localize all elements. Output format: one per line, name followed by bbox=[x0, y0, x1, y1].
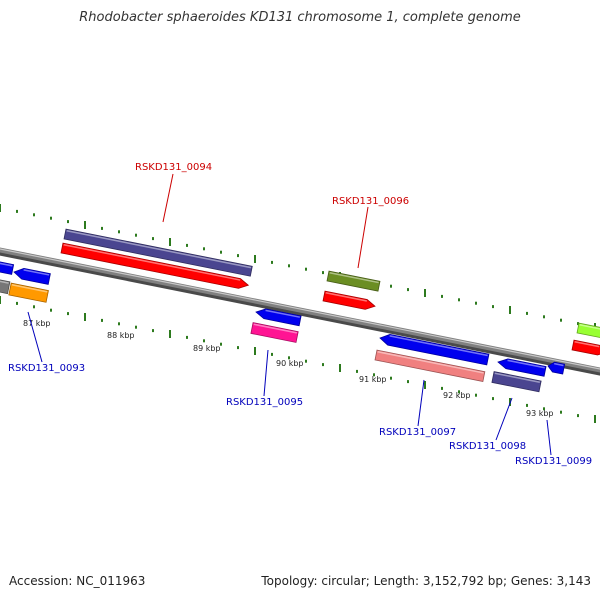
gene-RSKD131_0094-purple bbox=[63, 228, 253, 277]
gene-RSKD131_0097-blue bbox=[379, 333, 490, 366]
tick-label: 87 kbp bbox=[23, 319, 51, 328]
gene-RSKD131_0096-olive bbox=[326, 270, 381, 292]
gene-lime-right-edge bbox=[576, 322, 600, 340]
gene-arrow-highlight bbox=[0, 262, 13, 267]
gene-RSKD131_0094-red bbox=[60, 242, 250, 289]
backbone-highlight bbox=[0, 248, 600, 370]
tick-label: 91 kbp bbox=[359, 375, 387, 384]
gene-arrow-highlight bbox=[63, 244, 241, 281]
genome-summary-text: Topology: circular; Length: 3,152,792 bp… bbox=[261, 574, 591, 588]
tick-labels: 87 kbp 88 kbp 89 kbp 90 kbp 91 kbp 92 kbp 93 k… bbox=[23, 319, 554, 418]
gene-arrow-body bbox=[379, 333, 490, 366]
tick-label: 89 kbp bbox=[193, 344, 221, 353]
gene-arrow-highlight bbox=[329, 272, 379, 284]
gene-arrow-highlight bbox=[66, 230, 252, 269]
gene-arrow-highlight bbox=[11, 284, 48, 293]
tick-label: 88 kbp bbox=[107, 331, 135, 340]
gene-arrow-body bbox=[374, 349, 486, 382]
gene-arrow-highlight bbox=[579, 324, 600, 331]
gene-RSKD131_0096-red bbox=[322, 290, 376, 310]
gene-label-leader bbox=[546, 419, 552, 456]
gene-arrow-highlight bbox=[574, 341, 600, 348]
gene-label-leader bbox=[27, 311, 43, 363]
gene-labels: RSKD131_0093 RSKD131_0094 RSKD131_0095 RSKD… bbox=[8, 162, 592, 467]
gene-arrow-highlight bbox=[494, 372, 541, 384]
gene-RSKD131_0099-blue bbox=[547, 361, 566, 375]
gene-arrow-highlight bbox=[253, 323, 298, 334]
gene-RSKD131_0095-blue bbox=[255, 308, 302, 327]
gene-label-RSKD131_0097[interactable]: RSKD131_0097 bbox=[379, 427, 456, 438]
gene-blue-left-edge-a bbox=[0, 260, 15, 275]
gene-red-right-edge bbox=[571, 339, 600, 356]
gene-label-RSKD131_0098[interactable]: RSKD131_0098 bbox=[449, 441, 526, 452]
gene-label-leader bbox=[263, 349, 269, 397]
gene-arrow-body bbox=[322, 290, 376, 310]
gene-arrow-highlight bbox=[23, 269, 50, 276]
gene-arrow-body bbox=[326, 270, 381, 292]
gene-RSKD131_0095-pink bbox=[250, 322, 299, 343]
gene-arrow-body bbox=[8, 282, 49, 303]
gene-label-RSKD131_0099[interactable]: RSKD131_0099 bbox=[515, 456, 592, 467]
gene-label-RSKD131_0093[interactable]: RSKD131_0093 bbox=[8, 363, 85, 374]
gene-label-RSKD131_0094[interactable]: RSKD131_0094 bbox=[135, 162, 212, 173]
gene-RSKD131_0098-purple bbox=[491, 371, 542, 393]
gene-label-leader bbox=[162, 173, 174, 223]
gene-arrow-highlight bbox=[507, 359, 545, 369]
gene-arrow-highlight bbox=[265, 309, 300, 318]
tick-label: 93 kbp bbox=[526, 409, 554, 418]
tick-label: 92 kbp bbox=[443, 391, 471, 400]
gene-arrow-highlight bbox=[325, 292, 367, 302]
gene-arrow-body bbox=[255, 308, 302, 327]
gene-arrow-highlight bbox=[554, 362, 564, 367]
gene-arrow-highlight bbox=[0, 280, 9, 284]
gene-label-leader bbox=[357, 206, 369, 269]
gene-label-leader bbox=[495, 397, 513, 441]
gene-label-leader bbox=[417, 379, 425, 427]
gene-orange-left-edge bbox=[8, 282, 49, 303]
backbone-line bbox=[0, 247, 600, 373]
gene-arrow-body bbox=[497, 358, 547, 377]
gene-features bbox=[0, 228, 600, 393]
gene-arrow-body bbox=[491, 371, 542, 393]
gene-arrow-highlight bbox=[389, 335, 488, 357]
accession-text: Accession: NC_011963 bbox=[9, 574, 146, 588]
gene-arrow-body bbox=[576, 322, 600, 340]
gene-label-RSKD131_0095[interactable]: RSKD131_0095 bbox=[226, 397, 303, 408]
map-title: Rhodobacter sphaeroides KD131 chromosome… bbox=[79, 10, 521, 25]
gene-label-RSKD131_0096[interactable]: RSKD131_0096 bbox=[332, 196, 409, 207]
gene-arrow-highlight bbox=[377, 351, 484, 374]
gene-gray-left-edge bbox=[0, 278, 11, 295]
gene-blue-left-edge-b bbox=[13, 267, 51, 285]
tick-label: 90 kbp bbox=[276, 359, 304, 368]
gene-arrow-body bbox=[60, 242, 250, 289]
gene-label-leaders bbox=[27, 173, 552, 456]
gene-RSKD131_0098-blue bbox=[497, 358, 547, 377]
gene-arrow-body bbox=[250, 322, 299, 343]
gene-arrow-body bbox=[13, 267, 51, 285]
gene-RSKD131_0097-salmon bbox=[374, 349, 486, 382]
gene-arrow-body bbox=[571, 339, 600, 356]
chromosome-backbone bbox=[0, 247, 600, 376]
gene-arrow-body bbox=[63, 228, 253, 277]
